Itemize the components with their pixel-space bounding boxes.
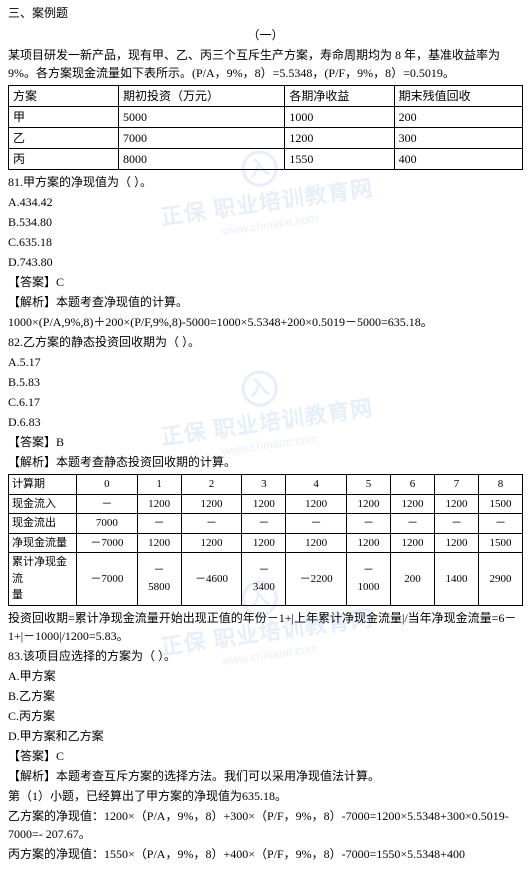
cell: 1400: [434, 553, 478, 606]
cell: 1200: [286, 494, 347, 514]
q83-opt: A.甲方案: [8, 667, 523, 685]
cell: 1550: [285, 149, 394, 170]
q81-opt: A.434.42: [8, 193, 523, 211]
cell: 200: [394, 107, 522, 128]
cell: 丙: [9, 149, 119, 170]
q83-stem: 83.该项目应选择的方案为（ ）。: [8, 647, 523, 665]
q82-stem: 82.乙方案的静态投资回收期为（ ）。: [8, 333, 523, 351]
cell: 1200: [137, 494, 181, 514]
cell: 1500: [478, 494, 522, 514]
cell: 2900: [478, 553, 522, 606]
cell: － 3400: [242, 553, 286, 606]
cell: 200: [390, 553, 434, 606]
cell: 8000: [119, 149, 285, 170]
cell: 1200: [434, 494, 478, 514]
q82-explain: 【解析】本题考查静态投资回收期的计算。: [8, 453, 523, 471]
cell: 1200: [346, 533, 390, 553]
q81-opt: B.534.80: [8, 213, 523, 231]
cell: 8: [478, 475, 522, 495]
cell: 1500: [478, 533, 522, 553]
q81-answer: 【答案】C: [8, 273, 523, 291]
cell: 0: [77, 475, 138, 495]
th: 期初投资（万元）: [119, 86, 285, 107]
cell: 1200: [181, 494, 242, 514]
q83-explain: 丙方案的净现值：1550×（P/A，9%，8）+400×（P/F，9%，8）-7…: [8, 845, 523, 863]
scheme-table: 方案 期初投资（万元） 各期净收益 期末残值回收 甲 5000 1000 200…: [8, 85, 523, 170]
cell: －2200: [286, 553, 347, 606]
cell: 5000: [119, 107, 285, 128]
row-label: 计算期: [9, 475, 77, 495]
cell: 甲: [9, 107, 119, 128]
q83-explain: 第（1）小题，已经算出了甲方案的净现值为635.18。: [8, 787, 523, 805]
q82-opt: A.5.17: [8, 353, 523, 371]
cell: 1200: [390, 494, 434, 514]
q82-answer: 【答案】B: [8, 433, 523, 451]
cell: 1200: [346, 494, 390, 514]
q81-opt: D.743.80: [8, 253, 523, 271]
cell: 300: [394, 128, 522, 149]
cell: 5: [346, 475, 390, 495]
th: 各期净收益: [285, 86, 394, 107]
cell: 4: [286, 475, 347, 495]
cell: －: [478, 514, 522, 534]
cell: －7000: [77, 553, 138, 606]
q83-explain: 乙方案的净现值：1200×（P/A，9%，8）+300×（P/F，9%，8）-7…: [8, 807, 523, 843]
cell: 1200: [242, 533, 286, 553]
cell: －: [181, 514, 242, 534]
cell: 3: [242, 475, 286, 495]
cell: 1200: [181, 533, 242, 553]
q82-opt: B.5.83: [8, 373, 523, 391]
th: 方案: [9, 86, 119, 107]
q83-answer: 【答案】C: [8, 747, 523, 765]
intro-text: 某项目研发一新产品，现有甲、乙、丙三个互斥生产方案，寿命周期均为 8 年，基准收…: [8, 46, 523, 82]
q81-explain: 1000×(P/A,9%,8)＋200×(P/F,9%,8)-5000=1000…: [8, 313, 523, 331]
section-heading: 三、案例题: [8, 4, 523, 22]
cell: －: [434, 514, 478, 534]
q82-opt: C.6.17: [8, 393, 523, 411]
cell: 乙: [9, 128, 119, 149]
cell: －7000: [77, 533, 138, 553]
cell: 1200: [390, 533, 434, 553]
th: 期末残值回收: [394, 86, 522, 107]
cell: －: [137, 514, 181, 534]
row-label: 累计净现金流 量: [9, 553, 77, 606]
q83-explain: 【解析】本题考查互斥方案的选择方法。我们可以采用净现值法计算。: [8, 767, 523, 785]
q82-opt: D.6.83: [8, 413, 523, 431]
cell: －: [77, 494, 138, 514]
cell: 7000: [119, 128, 285, 149]
cell: 1200: [137, 533, 181, 553]
case-number: （一）: [8, 26, 523, 44]
row-label: 净现金流量: [9, 533, 77, 553]
q82-after: 投资回收期=累计净现金流量开始出现正值的年份－1+|上年累计净现金流量|/当年净…: [8, 609, 523, 645]
cell: －: [346, 514, 390, 534]
cell: 1000: [285, 107, 394, 128]
q81-stem: 81.甲方案的净现值为（ ）。: [8, 173, 523, 191]
cell: 7: [434, 475, 478, 495]
cell: －4600: [181, 553, 242, 606]
q81-explain: 【解析】本题考查净现值的计算。: [8, 293, 523, 311]
row-label: 现金流入: [9, 494, 77, 514]
cell: 6: [390, 475, 434, 495]
q83-opt: C.丙方案: [8, 707, 523, 725]
cell: 1200: [285, 128, 394, 149]
cell: 1200: [434, 533, 478, 553]
q81-opt: C.635.18: [8, 233, 523, 251]
q83-opt: D.甲方案和乙方案: [8, 727, 523, 745]
row-label: 现金流出: [9, 514, 77, 534]
cell: 1200: [286, 533, 347, 553]
cashflow-table: 计算期 0 1 2 3 4 5 6 7 8 现金流入 － 1200 1200 1…: [8, 474, 523, 606]
cell: 2: [181, 475, 242, 495]
cell: －: [390, 514, 434, 534]
cell: －: [286, 514, 347, 534]
cell: 7000: [77, 514, 138, 534]
q83-opt: B.乙方案: [8, 687, 523, 705]
cell: 1: [137, 475, 181, 495]
cell: －: [242, 514, 286, 534]
cell: － 5800: [137, 553, 181, 606]
cell: 400: [394, 149, 522, 170]
cell: 1200: [242, 494, 286, 514]
cell: － 1000: [346, 553, 390, 606]
